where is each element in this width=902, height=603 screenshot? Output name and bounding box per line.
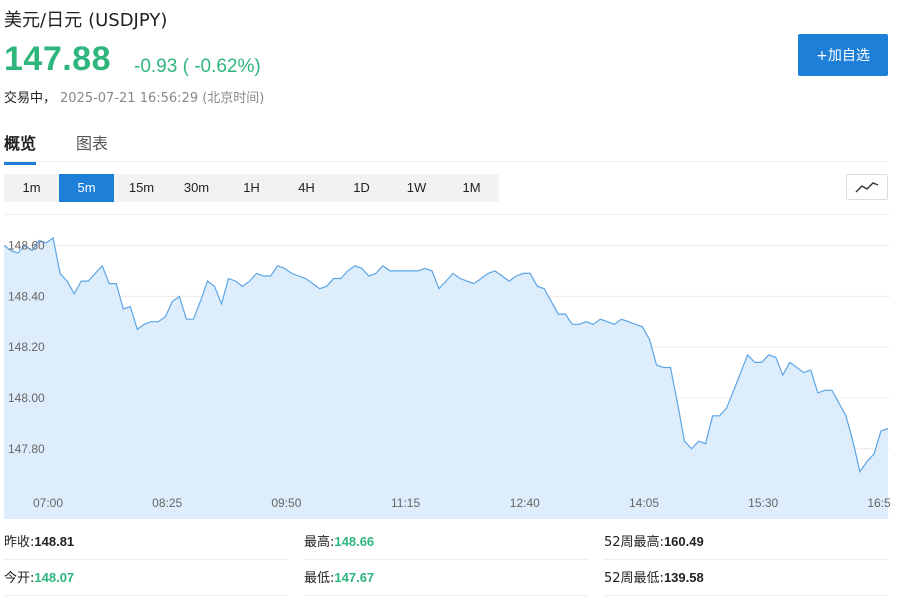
- instrument-title: 美元/日元 (USDJPY): [4, 6, 167, 32]
- x-tick-label: 15:30: [748, 496, 778, 510]
- x-tick-label: 12:40: [510, 496, 540, 510]
- stat-label: 最高:: [304, 535, 335, 550]
- period-1d[interactable]: 1D: [353, 180, 370, 195]
- stat-open: 今开:148.07: [4, 560, 288, 596]
- period-30m[interactable]: 30m: [183, 180, 210, 195]
- y-tick-label: 148.60: [8, 238, 45, 252]
- stat-value: 139.58: [663, 570, 704, 585]
- tab-chart[interactable]: 图表: [76, 134, 109, 153]
- trading-status: 交易中， 2025-07-21 16:56:29 (北京时间): [4, 87, 264, 106]
- stat-52w-low: 52周最低:139.58: [604, 560, 888, 596]
- price-chart-svg: 148.60 148.40 148.20 148.00 147.80 07:00 08:25…: [4, 236, 890, 519]
- period-15m[interactable]: 15m: [128, 180, 155, 195]
- period-1w[interactable]: 1W: [406, 180, 427, 195]
- stat-value: 148.07: [34, 570, 75, 585]
- period-4h[interactable]: 4H: [298, 180, 315, 195]
- price-line: [4, 236, 889, 474]
- price-area-fill: [4, 237, 888, 519]
- stat-value: 148.66: [334, 534, 375, 549]
- y-tick-label: 148.40: [8, 289, 45, 303]
- x-tick-label: 07:00: [33, 496, 63, 510]
- stat-label: 今开:: [4, 571, 35, 586]
- x-tick-label: 08:25: [152, 496, 182, 510]
- stats-panel: 昨收:148.81 最高:148.66 52周最高:160.49 今开:148.…: [4, 524, 888, 600]
- stat-prev-close: 昨收:148.81: [4, 524, 288, 560]
- stat-label: 昨收:: [4, 535, 35, 550]
- price-change: -0.93 ( -0.62%): [134, 56, 261, 77]
- stat-label: 52周最低:: [604, 571, 664, 586]
- period-selector: 1m 5m 15m 30m 1H 4H 1D 1W 1M: [4, 174, 499, 202]
- last-price: 147.88: [4, 40, 111, 78]
- line-chart-icon: [855, 182, 879, 193]
- x-tick-label: 14:05: [629, 496, 659, 510]
- x-tick-label: 11:15: [391, 496, 420, 510]
- stat-high: 最高:148.66: [304, 524, 588, 560]
- y-tick-label: 148.00: [8, 391, 45, 405]
- add-to-watchlist-button[interactable]: +加自选: [798, 34, 888, 76]
- instrument-name: 美元/日元: [4, 10, 83, 31]
- y-tick-label: 147.80: [8, 442, 45, 456]
- stat-low: 最低:147.67: [304, 560, 588, 596]
- stat-value: 147.67: [334, 570, 375, 585]
- tab-overview[interactable]: 概览: [4, 130, 37, 165]
- stat-label: 52周最高:: [604, 535, 664, 550]
- stat-52w-high: 52周最高:160.49: [604, 524, 888, 560]
- x-tick-label: 16:5: [867, 496, 890, 510]
- period-1m[interactable]: 1m: [22, 180, 41, 195]
- status-text: 交易中，: [4, 91, 57, 106]
- stat-value: 160.49: [663, 534, 704, 549]
- period-1h[interactable]: 1H: [243, 180, 260, 195]
- y-tick-label: 148.20: [8, 340, 45, 354]
- period-1mo[interactable]: 1M: [462, 180, 481, 195]
- price-chart[interactable]: 148.60 148.40 148.20 148.00 147.80 07:00 08:25…: [4, 214, 890, 519]
- instrument-code: (USDJPY): [88, 10, 168, 31]
- view-tabs: 概览 图表: [4, 124, 888, 165]
- stat-label: 最低:: [304, 571, 335, 586]
- quote-timestamp: 2025-07-21 16:56:29 (北京时间): [60, 91, 265, 106]
- period-5m[interactable]: 5m: [59, 174, 114, 202]
- stat-value: 148.81: [34, 534, 75, 549]
- chart-type-button[interactable]: [846, 174, 888, 200]
- x-tick-label: 09:50: [271, 496, 301, 510]
